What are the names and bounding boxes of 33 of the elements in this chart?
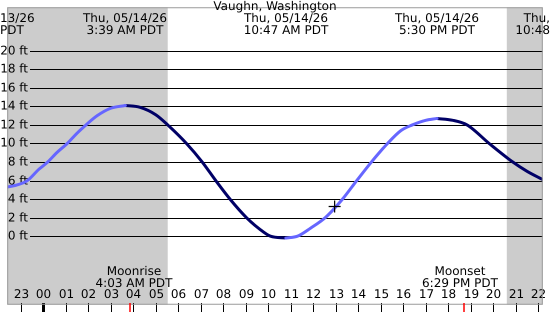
- x-tick-label: 08: [216, 287, 232, 302]
- annotation: Thu, 05/14/26 10:47 AM PDT: [242, 11, 329, 38]
- annotation: 13/26 PDT: [0, 11, 35, 38]
- annotation: Thu, 05/14/26 5:30 PM PDT: [394, 11, 480, 38]
- x-tick-label: 06: [170, 287, 186, 302]
- x-tick-label: 13: [328, 287, 344, 302]
- y-tick-label: 16 ft: [0, 80, 28, 95]
- y-tick-label: 8 ft: [8, 154, 28, 169]
- y-tick-label: 12 ft: [0, 118, 28, 132]
- y-tick-label: 4 ft: [8, 192, 28, 206]
- annotation: Thu, 05/14/26 3:39 AM PDT: [82, 11, 168, 38]
- x-tick-label: 22: [530, 287, 546, 302]
- y-tick-label: 0 ft: [8, 228, 28, 243]
- y-tick-label: 14 ft: [0, 98, 28, 113]
- x-tick-label: 12: [306, 287, 322, 302]
- x-tick-label: 23: [14, 287, 30, 302]
- y-tick-label: 2 ft: [8, 210, 28, 225]
- x-tick-label: 00: [36, 287, 52, 302]
- x-tick-label: 02: [80, 287, 96, 302]
- x-tick-label: 10: [260, 287, 276, 302]
- x-tick-label: 09: [238, 287, 254, 302]
- x-tick-label: 11: [284, 287, 300, 302]
- annotation: Thu, 10:48: [515, 11, 550, 38]
- y-tick-label: 10 ft: [0, 136, 28, 150]
- x-tick-label: 21: [508, 287, 524, 302]
- x-tick-label: 01: [58, 287, 74, 302]
- x-tick-label: 14: [350, 287, 366, 302]
- y-tick-label: 18 ft: [0, 62, 28, 76]
- y-tick-label: 20 ft: [0, 44, 28, 58]
- x-tick-label: 16: [396, 287, 412, 302]
- x-tick-label: 15: [374, 287, 390, 302]
- chart-title: Vaughn, Washington: [213, 0, 337, 14]
- x-tick-label: 07: [194, 287, 210, 302]
